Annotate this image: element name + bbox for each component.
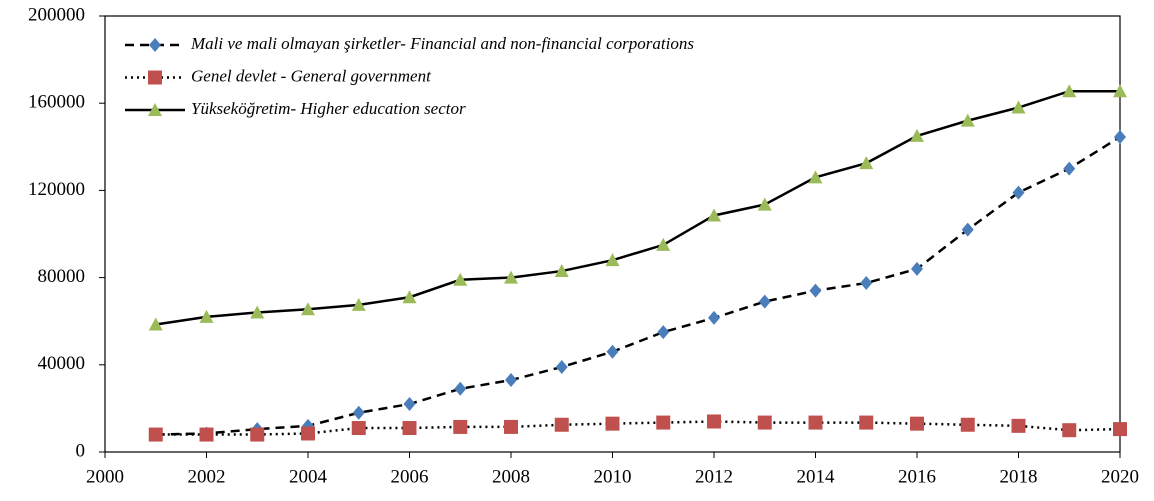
marker bbox=[1062, 84, 1077, 98]
marker bbox=[707, 414, 721, 429]
x-tick-label: 2012 bbox=[695, 466, 733, 487]
marker bbox=[301, 426, 315, 441]
marker bbox=[555, 359, 568, 374]
x-tick-label: 2018 bbox=[1000, 466, 1038, 487]
marker bbox=[808, 415, 823, 430]
y-tick-label: 160000 bbox=[28, 92, 85, 113]
marker bbox=[1063, 161, 1076, 176]
series-line bbox=[155, 135, 1121, 436]
marker bbox=[657, 325, 670, 340]
marker bbox=[1062, 423, 1077, 438]
marker bbox=[1114, 129, 1126, 144]
x-tick-label: 2016 bbox=[898, 466, 936, 487]
marker bbox=[757, 197, 772, 211]
marker bbox=[301, 302, 315, 316]
marker bbox=[960, 417, 975, 432]
x-tick-label: 2008 bbox=[492, 466, 530, 487]
marker bbox=[504, 270, 518, 284]
x-tick-label: 2006 bbox=[391, 466, 429, 487]
marker bbox=[910, 416, 924, 431]
marker bbox=[809, 283, 822, 298]
x-tick-label: 2020 bbox=[1101, 466, 1139, 487]
marker bbox=[1011, 100, 1026, 114]
marker bbox=[656, 415, 671, 430]
marker bbox=[453, 419, 468, 434]
marker bbox=[403, 397, 416, 412]
legend-marker bbox=[149, 38, 161, 52]
marker bbox=[1113, 422, 1127, 437]
marker bbox=[402, 290, 417, 304]
legend-label: Mali ve mali olmayan şirketler- Financia… bbox=[190, 34, 694, 53]
marker bbox=[605, 253, 620, 267]
marker bbox=[505, 373, 517, 388]
marker bbox=[554, 264, 569, 278]
marker bbox=[554, 417, 569, 432]
y-tick-label: 0 bbox=[76, 440, 86, 461]
marker bbox=[1011, 418, 1026, 433]
legend-marker bbox=[148, 103, 162, 116]
marker bbox=[351, 297, 366, 311]
y-tick-label: 80000 bbox=[38, 266, 86, 287]
marker bbox=[453, 272, 468, 286]
marker bbox=[911, 261, 923, 276]
marker bbox=[859, 415, 874, 430]
marker bbox=[707, 208, 721, 222]
marker bbox=[1012, 185, 1025, 200]
marker bbox=[402, 421, 417, 436]
marker bbox=[859, 156, 874, 170]
marker bbox=[961, 222, 974, 237]
legend-label: Genel devlet - General government bbox=[191, 66, 432, 85]
legend-marker bbox=[148, 70, 162, 85]
marker bbox=[758, 294, 771, 309]
marker bbox=[605, 416, 620, 431]
marker bbox=[148, 427, 163, 442]
marker bbox=[199, 309, 214, 323]
marker bbox=[504, 419, 518, 434]
marker bbox=[199, 427, 214, 442]
legend-label: Yükseköğretim- Higher education sector bbox=[191, 99, 466, 118]
marker bbox=[250, 427, 265, 442]
marker bbox=[148, 317, 163, 331]
marker bbox=[352, 405, 365, 420]
marker bbox=[606, 344, 619, 359]
marker bbox=[910, 128, 924, 142]
x-tick-label: 2002 bbox=[188, 466, 226, 487]
marker bbox=[860, 276, 873, 291]
x-tick-label: 2014 bbox=[797, 466, 836, 487]
marker bbox=[250, 305, 265, 319]
x-tick-label: 2000 bbox=[86, 466, 124, 487]
y-tick-label: 200000 bbox=[28, 4, 85, 25]
marker bbox=[808, 170, 823, 184]
marker bbox=[351, 421, 366, 436]
marker bbox=[708, 310, 720, 325]
marker bbox=[656, 237, 671, 251]
marker bbox=[1113, 84, 1127, 98]
y-tick-label: 40000 bbox=[38, 353, 86, 374]
x-tick-label: 2004 bbox=[289, 466, 328, 487]
marker bbox=[454, 381, 467, 396]
marker bbox=[960, 113, 975, 127]
marker bbox=[757, 415, 772, 430]
y-tick-label: 120000 bbox=[28, 179, 85, 200]
x-tick-label: 2010 bbox=[594, 466, 632, 487]
series-line bbox=[155, 89, 1120, 326]
series-line bbox=[155, 420, 1121, 436]
